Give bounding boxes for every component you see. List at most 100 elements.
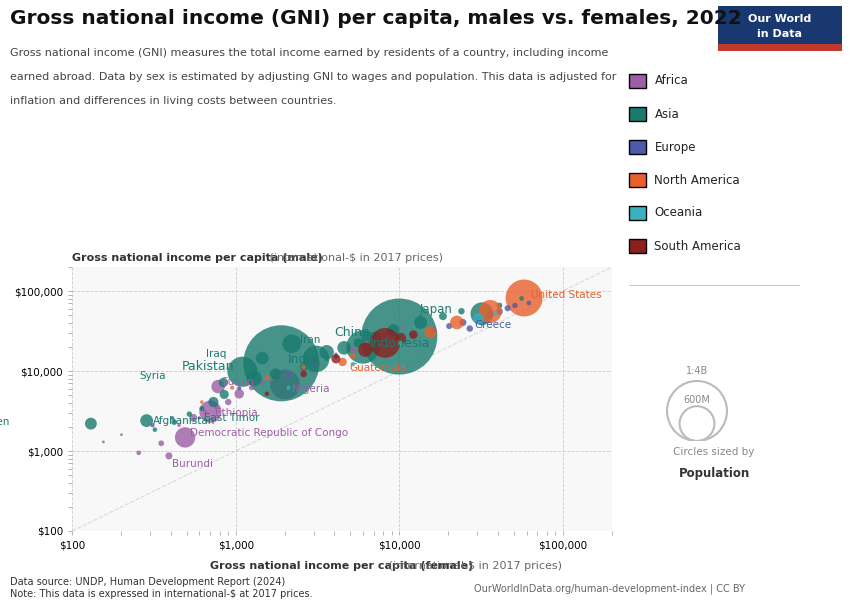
Text: United States: United States [530,290,601,300]
Point [297,362,310,372]
Point [84,419,98,428]
Point [309,354,323,364]
Point [368,332,382,342]
Text: Gross national income (GNI) measures the total income earned by residents of a c: Gross national income (GNI) measures the… [10,48,609,58]
Point [195,404,208,413]
Point [217,377,230,387]
Point [427,326,440,335]
Point [414,317,428,327]
Point [232,389,246,398]
Point [378,338,392,348]
Text: North America: North America [654,173,740,187]
Point [255,377,269,387]
Point [297,362,310,372]
Point [207,397,220,407]
Point [281,369,295,379]
Point [475,309,489,319]
Text: Circles sized by: Circles sized by [673,447,755,457]
Point [281,369,295,379]
Point [139,416,153,425]
Point [148,425,162,434]
Point [186,413,200,422]
Point [472,314,485,323]
Text: Japan: Japan [420,303,452,316]
Point [337,343,351,353]
Text: China: China [334,326,370,339]
Point [209,402,223,412]
Point [329,352,343,361]
Point [222,397,235,407]
Text: Europe: Europe [654,140,696,154]
Point [515,293,529,303]
Point [218,389,231,399]
Point [493,307,507,316]
Text: Gross national income per capita (female): Gross national income per capita (female… [211,561,473,571]
Point [493,301,507,310]
Text: Ethiopia: Ethiopia [215,407,258,418]
Text: Our World: Our World [748,14,812,23]
Text: Yemen: Yemen [0,417,9,427]
Point [378,338,392,347]
Point [394,334,407,343]
Point [193,413,207,422]
Text: Indonesia: Indonesia [370,337,430,350]
Point [320,347,333,357]
Point [484,310,497,320]
Point [436,311,450,321]
Point [260,389,274,398]
Point [146,421,160,430]
Text: Nigeria: Nigeria [292,384,329,394]
Text: Population: Population [678,467,750,480]
Point [518,293,531,303]
Point [260,373,274,383]
Point [245,383,258,392]
Point [351,338,365,347]
Point [281,383,295,392]
Point [442,321,456,331]
Point [155,439,168,448]
Point [309,359,323,369]
Text: inflation and differences in living costs between countries.: inflation and differences in living cost… [10,96,337,106]
Point [212,382,225,391]
Text: Afghanistan: Afghanistan [153,416,216,425]
Text: East Timor: East Timor [204,413,260,423]
Point [255,353,269,363]
Point [472,314,485,324]
Text: Pakistan: Pakistan [182,361,235,373]
Point [198,407,212,416]
Point [396,322,410,332]
Point [346,345,360,355]
Point [378,330,392,340]
Text: South America: South America [654,239,741,253]
Point [275,358,288,368]
Text: OurWorldInData.org/human-development-index | CC BY: OurWorldInData.org/human-development-ind… [474,583,745,594]
Text: in Data: in Data [757,29,802,39]
Point [501,304,514,313]
Text: Oceania: Oceania [654,206,703,220]
Text: Gross national income (GNI) per capita, males vs. females, 2022: Gross national income (GNI) per capita, … [10,9,742,28]
Text: Asia: Asia [654,107,679,121]
Point [406,330,420,340]
Point [278,380,292,389]
Point [393,332,406,341]
Point [359,345,372,355]
Point [162,451,176,461]
Point [463,324,477,334]
Point [247,374,261,383]
Point [508,301,522,310]
Point [166,413,179,422]
Text: Gross national income per capita (male): Gross national income per capita (male) [72,253,323,263]
Point [195,397,208,407]
Text: Syria: Syria [139,371,166,381]
Point [329,354,343,364]
Point [232,383,246,393]
Point [264,376,278,385]
Text: Data source: UNDP, Human Development Report (2024): Data source: UNDP, Human Development Rep… [10,577,286,587]
Text: (international-$ in 2017 prices): (international-$ in 2017 prices) [266,253,443,263]
Point [167,417,181,427]
Point [387,325,400,335]
Point [178,433,192,442]
Point [329,349,343,359]
Point [484,307,497,316]
Point [132,448,145,458]
